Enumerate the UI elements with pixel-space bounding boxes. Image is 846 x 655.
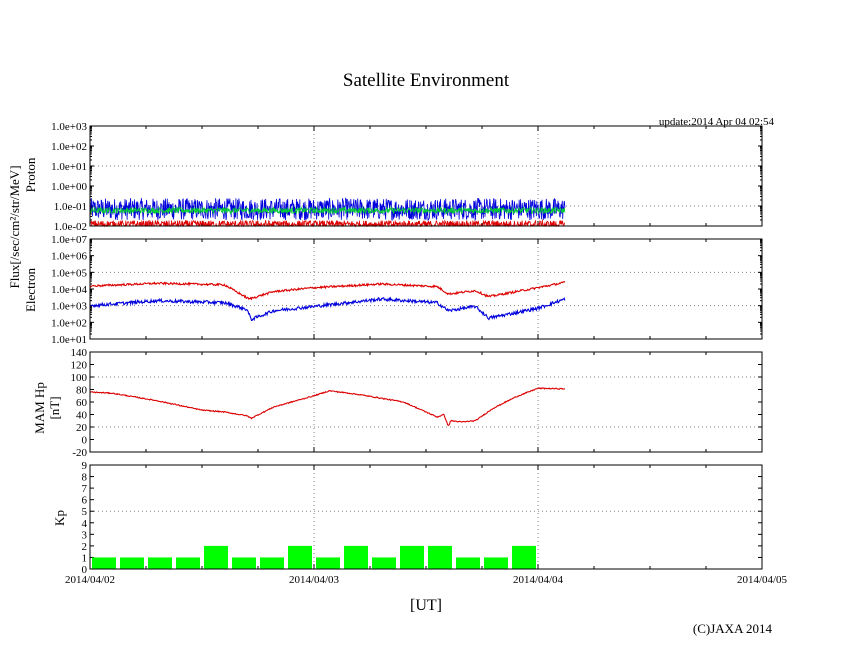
- proton-series-red: [89, 218, 565, 228]
- electron-label: Electron: [23, 267, 38, 312]
- x-tick-label: 2014/04/03: [289, 574, 340, 586]
- y-tick-label: 9: [82, 460, 88, 472]
- hp-series-red: [89, 387, 566, 427]
- kp-bar: [148, 557, 172, 569]
- mam-hp-unit-label: [nT]: [47, 396, 62, 419]
- y-tick-label: -20: [72, 447, 87, 459]
- y-tick-label: 1: [82, 552, 88, 564]
- chart-title: Satellite Environment: [343, 70, 510, 91]
- kp-bar: [120, 557, 144, 569]
- proton-series-blue: [89, 197, 566, 222]
- kp-bar: [400, 545, 424, 569]
- kp-bar: [176, 557, 200, 569]
- y-tick-label: 5: [82, 506, 88, 518]
- y-tick-label: 1.0e+01: [51, 334, 87, 346]
- electron-series-red: [89, 280, 566, 301]
- y-tick-label: 60: [76, 397, 88, 409]
- y-tick-label: 7: [82, 483, 88, 495]
- proton-series-green: [89, 205, 566, 215]
- x-tick-labels: 2014/04/02 2014/04/03 2014/04/04 2014/04…: [65, 574, 788, 586]
- y-tick-label: 1.0e+03: [51, 301, 87, 313]
- y-tick-label: 1.0e+01: [51, 161, 87, 173]
- proton-panel: 1.0e-02 1.0e-01 1.0e+00 1.0e+01 1.0e+02 1.0e+…: [51, 121, 763, 233]
- kp-label: Kp: [52, 510, 67, 526]
- mam-hp-label: MAM Hp: [32, 382, 47, 434]
- kp-bar: [484, 557, 508, 569]
- x-tick-label: 2014/04/04: [513, 574, 564, 586]
- kp-bar: [456, 557, 480, 569]
- y-tick-label: 20: [76, 422, 88, 434]
- kp-bar: [512, 545, 536, 569]
- panel-frame: [89, 238, 763, 340]
- electron-panel: 1.0e+01 1.0e+02 1.0e+03 1.0e+04 1.0e+05 1.0e+…: [51, 234, 763, 346]
- y-tick-label: 1.0e+06: [51, 251, 87, 263]
- panel-frame: [89, 125, 763, 227]
- proton-label: Proton: [23, 157, 38, 192]
- y-tick-label: 1.0e+07: [51, 234, 87, 246]
- y-tick-label: 6: [82, 495, 88, 507]
- flux-unit-label: Flux[/sec/cm²/str/MeV]: [7, 165, 22, 288]
- y-tick-label: 2: [82, 541, 88, 553]
- y-tick-label: 1.0e-02: [54, 221, 87, 233]
- kp-bar: [92, 557, 116, 569]
- y-tick-label: 0: [82, 435, 88, 447]
- kp-bar: [232, 557, 256, 569]
- copyright: (C)JAXA 2014: [693, 621, 773, 636]
- y-tick-label: 1.0e+05: [51, 267, 87, 279]
- y-tick-label: 1.0e+04: [51, 284, 87, 296]
- y-tick-label: 0: [82, 564, 88, 576]
- update-timestamp: update:2014 Apr 04 02:54: [659, 116, 775, 128]
- y-tick-label: 1.0e+02: [51, 141, 87, 153]
- y-tick-label: 140: [71, 347, 88, 359]
- x-tick-label: 2014/04/02: [65, 574, 115, 586]
- kp-bar: [316, 557, 340, 569]
- kp-bar: [428, 545, 452, 569]
- x-tick-label: 2014/04/05: [737, 574, 788, 586]
- kp-bar: [344, 545, 368, 569]
- kp-bar: [260, 557, 284, 569]
- y-tick-label: 8: [82, 472, 88, 484]
- y-tick-label: 1.0e+03: [51, 121, 87, 133]
- y-tick-label: 4: [82, 518, 88, 530]
- y-tick-label: 1.0e+02: [51, 317, 87, 329]
- x-axis-unit: [UT]: [410, 597, 442, 614]
- y-tick-label: 40: [76, 410, 88, 422]
- kp-bar: [288, 545, 312, 569]
- y-tick-label: 1.0e-01: [54, 201, 87, 213]
- panel-frame: [89, 351, 763, 453]
- y-tick-label: 80: [76, 385, 88, 397]
- y-tick-label: 120: [71, 360, 88, 372]
- kp-bar: [372, 557, 396, 569]
- panel-frame: [89, 464, 763, 570]
- kp-bar: [204, 545, 228, 569]
- electron-series-blue: [89, 296, 566, 322]
- y-tick-label: 100: [71, 372, 88, 384]
- y-tick-label: 3: [82, 529, 88, 541]
- y-tick-label: 1.0e+00: [51, 181, 87, 193]
